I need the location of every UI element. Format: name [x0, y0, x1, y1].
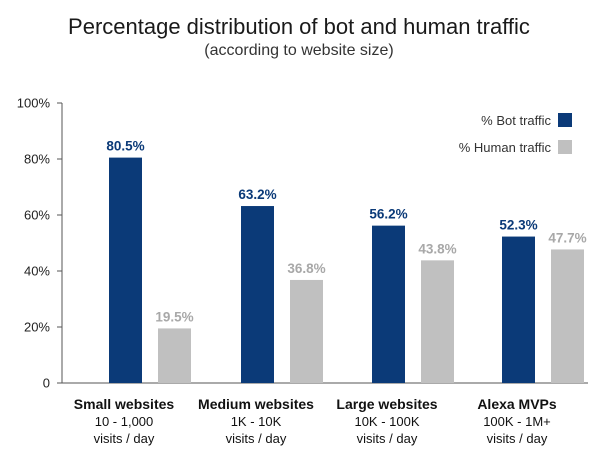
category-sublabel: 10K - 100K: [354, 414, 419, 429]
category-sublabel: 100K - 1M+: [483, 414, 551, 429]
bar-bot-traffic: [109, 157, 142, 383]
category-label: Alexa MVPs: [477, 396, 557, 412]
data-label: 56.2%: [369, 207, 407, 222]
bar-bot-traffic: [502, 236, 535, 383]
legend-label: % Human traffic: [459, 140, 552, 155]
chart-subtitle: (according to website size): [204, 42, 394, 59]
bar-bot-traffic: [372, 225, 405, 383]
category-sublabel: visits / day: [226, 431, 287, 446]
data-label: 47.7%: [548, 230, 586, 245]
legend-swatch-bot: [558, 113, 572, 127]
chart-title: Percentage distribution of bot and human…: [68, 14, 530, 39]
category-label: Medium websites: [198, 396, 314, 412]
bar-human-traffic: [551, 249, 584, 383]
category-sublabel: visits / day: [357, 431, 418, 446]
legend-swatch-human: [558, 140, 572, 154]
legend-label: % Bot traffic: [481, 113, 551, 128]
y-tick-label: 20%: [24, 320, 50, 335]
category-sublabel: 10 - 1,000: [95, 414, 154, 429]
y-tick-label: 60%: [24, 208, 50, 223]
data-label: 63.2%: [238, 187, 276, 202]
bar-bot-traffic: [241, 206, 274, 383]
category-label: Small websites: [74, 396, 175, 412]
data-label: 80.5%: [106, 139, 144, 154]
y-tick-label: 0: [43, 376, 50, 391]
data-label: 36.8%: [287, 261, 325, 276]
data-label: 19.5%: [155, 309, 193, 324]
category-label: Large websites: [336, 396, 437, 412]
y-tick-label: 40%: [24, 264, 50, 279]
y-tick-label: 80%: [24, 152, 50, 167]
y-tick-label: 100%: [17, 96, 51, 111]
bar-human-traffic: [421, 260, 454, 383]
category-sublabel: visits / day: [487, 431, 548, 446]
category-sublabel: 1K - 10K: [231, 414, 282, 429]
category-sublabel: visits / day: [94, 431, 155, 446]
data-label: 43.8%: [418, 241, 456, 256]
bar-human-traffic: [158, 328, 191, 383]
bar-human-traffic: [290, 279, 323, 383]
data-label: 52.3%: [499, 218, 537, 233]
